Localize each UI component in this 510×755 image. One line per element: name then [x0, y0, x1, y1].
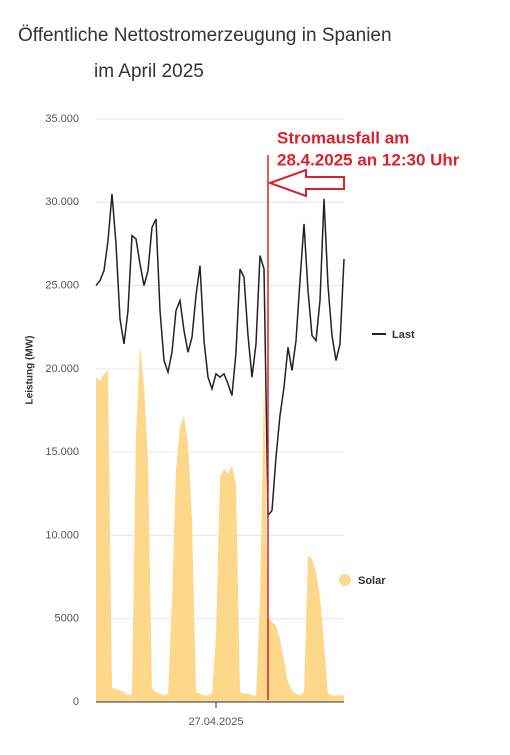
- y-tick-label: 0: [73, 696, 79, 708]
- legend-label: Last: [392, 329, 415, 341]
- y-tick-label: 15.000: [45, 446, 79, 458]
- annotation: Stromausfall am: [277, 128, 409, 147]
- chart-title: Öffentliche Nettostromerzeugung in Spani…: [18, 25, 392, 46]
- legend-label: Solar: [358, 575, 386, 587]
- y-tick-label: 35.000: [45, 113, 79, 125]
- chart-title: im April 2025: [94, 61, 204, 82]
- load-line: [95, 193, 345, 518]
- y-tick-label: 10.000: [45, 529, 79, 541]
- annotation-arrow: [267, 168, 345, 198]
- y-tick-label: 30.000: [45, 196, 79, 208]
- annotation: 28.4.2025 an 12:30 Uhr: [277, 150, 460, 169]
- y-axis-label: Leistung (MW): [25, 336, 36, 405]
- y-tick-label: 5000: [55, 613, 79, 625]
- solar-area: [96, 345, 344, 702]
- x-tick-label: 27.04.2025: [188, 716, 243, 728]
- y-tick-label: 20.000: [45, 363, 79, 375]
- legend-marker: [339, 574, 351, 586]
- y-tick-label: 25.000: [45, 279, 79, 291]
